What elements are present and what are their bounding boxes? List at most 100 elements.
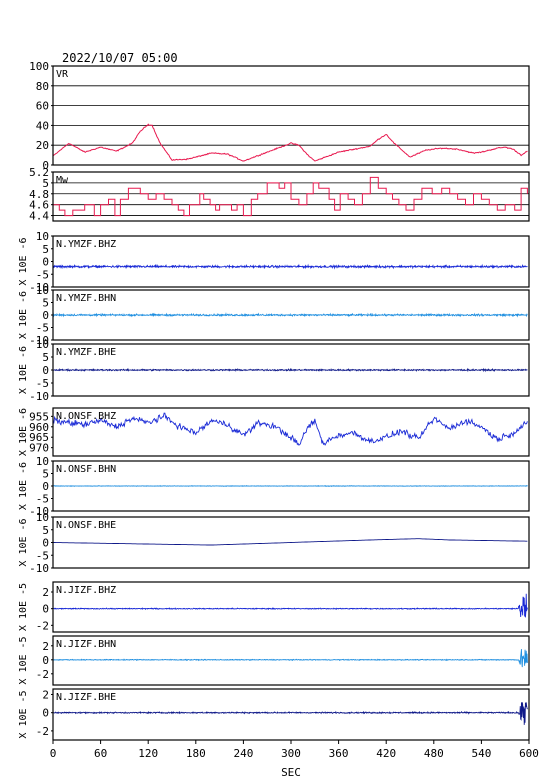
y-axis-label: X 10E -6 xyxy=(18,237,29,285)
y-tick-label: 5 xyxy=(42,351,49,364)
y-tick-label: 10 xyxy=(36,455,49,468)
y-tick-label: -10 xyxy=(29,281,49,294)
panel-label: N.YMZF.BHN xyxy=(56,293,116,304)
series-vr xyxy=(53,123,528,162)
panel-frame xyxy=(52,171,530,222)
y-tick-label: 0 xyxy=(42,480,49,493)
panel-label: N.JIZF.BHZ xyxy=(56,585,116,596)
x-tick-label: 480 xyxy=(424,747,444,760)
x-axis: 0 60 120 180 240 300 360 420 480 540 600 xyxy=(50,740,539,760)
y-tick-label: 60 xyxy=(36,100,49,113)
panel-frame xyxy=(52,581,530,633)
y-tick-label: 20 xyxy=(36,139,49,152)
panels-group: 020406080100VR4.44.64.855.2Mw-10-50510X … xyxy=(18,60,530,741)
y-tick-label: 2 xyxy=(42,640,49,653)
y-tick-label: 5 xyxy=(42,177,49,190)
panel-frame xyxy=(52,635,530,686)
y-tick-label: -10 xyxy=(29,334,49,347)
y-axis-label: X 10E -5 xyxy=(18,690,29,738)
panel-label: VR xyxy=(56,69,69,80)
panel-label: N.ONSF.BHZ xyxy=(56,411,116,422)
y-tick-label: -5 xyxy=(36,322,49,335)
y-tick-label: -10 xyxy=(29,562,49,575)
x-tick-label: 60 xyxy=(94,747,107,760)
series-onsf_bhz xyxy=(53,412,528,446)
y-tick-label: 955 xyxy=(29,410,49,423)
y-tick-label: 2 xyxy=(42,688,49,701)
y-tick-label: 0 xyxy=(42,364,49,377)
panel-label: N.JIZF.BHN xyxy=(56,639,116,650)
y-tick-label: 10 xyxy=(36,230,49,243)
y-axis-label: X 10E -6 xyxy=(18,518,29,566)
series-ymzf_bhe xyxy=(53,367,528,373)
y-tick-label: 0 xyxy=(42,256,49,269)
x-tick-label: 600 xyxy=(519,747,539,760)
y-tick-label: -2 xyxy=(36,619,49,632)
y-tick-label: 4.4 xyxy=(29,210,49,223)
panel-vr: 0 20 40 60 80 100 VR xyxy=(29,60,530,172)
y-axis-label: X 10E -6 xyxy=(18,291,29,339)
y-axis-label: X 10E -6 xyxy=(18,346,29,394)
y-tick-label: 0 xyxy=(42,603,49,616)
panel-label: N.ONSF.BHE xyxy=(56,520,116,531)
panel-frame xyxy=(52,460,530,512)
y-tick-label: 5 xyxy=(42,297,49,310)
y-tick-label: 10 xyxy=(36,284,49,297)
y-tick-label: 2 xyxy=(42,586,49,599)
panel-mw: 4.44.64.855.2 Mw xyxy=(29,166,530,223)
y-tick-label: 10 xyxy=(36,511,49,524)
panel-label: N.YMZF.BHZ xyxy=(56,239,116,250)
x-axis-label: SEC xyxy=(281,766,301,779)
y-tick-label: 970 xyxy=(29,442,49,455)
timestamp-title: 2022/10/07 05:00 xyxy=(62,51,178,65)
y-tick-label: 40 xyxy=(36,119,49,132)
panel-label: N.JIZF.BHE xyxy=(56,692,116,703)
panel-frame xyxy=(52,289,530,341)
panel-frame xyxy=(52,688,530,741)
series-ymzf_bhz xyxy=(53,263,528,270)
x-tick-label: 240 xyxy=(233,747,253,760)
series-jizf_bhz xyxy=(53,593,528,618)
y-axis-label: X 10E -6 xyxy=(18,408,29,456)
x-tick-label: 300 xyxy=(281,747,301,760)
y-tick-label: 4.6 xyxy=(29,199,49,212)
series-ymzf_bhn xyxy=(53,312,528,318)
panel-jizf_bhz: -2 0 2 X 10E -5 N.JIZF.BHZ xyxy=(18,581,530,633)
y-tick-label: 4.8 xyxy=(29,188,49,201)
y-tick-label: 960 xyxy=(29,421,49,434)
series-jizf_bhn xyxy=(53,649,528,668)
y-tick-label: 5 xyxy=(42,524,49,537)
y-axis-label: X 10E -6 xyxy=(18,462,29,510)
x-tick-label: 360 xyxy=(329,747,349,760)
y-tick-label: 0 xyxy=(42,309,49,322)
panel-frame xyxy=(52,65,530,166)
y-axis-label: X 10E -5 xyxy=(18,636,29,684)
y-tick-label: -2 xyxy=(36,668,49,681)
panel-label: Mw xyxy=(56,175,69,186)
x-tick-label: 0 xyxy=(50,747,57,760)
y-tick-label: 5 xyxy=(42,468,49,481)
y-tick-label: 0 xyxy=(42,654,49,667)
panel-label: N.ONSF.BHN xyxy=(56,464,116,475)
series-mw xyxy=(53,176,528,217)
panel-label: N.YMZF.BHE xyxy=(56,347,116,358)
panel-frame xyxy=(52,235,530,288)
series-onsf_bhe xyxy=(53,538,528,546)
y-axis-label: X 10E -5 xyxy=(18,583,29,631)
y-tick-label: 5.2 xyxy=(29,166,49,179)
series-jizf_bhe xyxy=(53,702,528,725)
series-onsf_bhn xyxy=(53,484,528,488)
y-tick-label: 0 xyxy=(42,159,49,172)
y-tick-label: 80 xyxy=(36,80,49,93)
x-tick-label: 540 xyxy=(471,747,491,760)
y-tick-label: -10 xyxy=(29,505,49,518)
y-tick-label: 10 xyxy=(36,338,49,351)
y-tick-label: 0 xyxy=(42,537,49,550)
panel-jizf_bhn: -202 X 10E -5 N.JIZF.BHN xyxy=(18,635,530,686)
x-tick-label: 180 xyxy=(186,747,206,760)
